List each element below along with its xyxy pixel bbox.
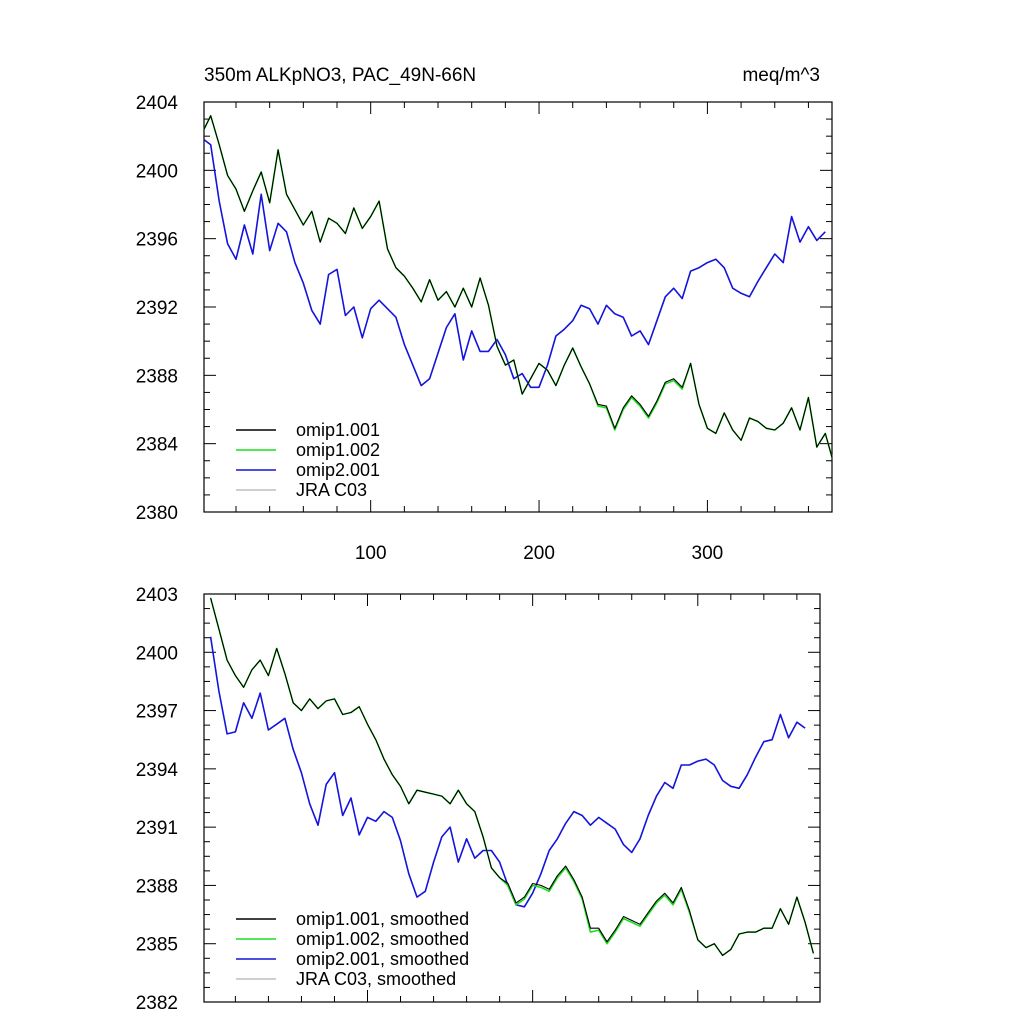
top-panel: 2380 2384 2388 2392 2396 2400 2404 100 200 300 omi… [136, 93, 833, 564]
bottom-legend-label: omip2.001, smoothed [296, 949, 469, 969]
top-ytick-label: 2392 [136, 298, 178, 319]
top-series-line-3 [203, 138, 826, 389]
top-ytick-label: 2388 [136, 366, 178, 387]
bottom-ytick-label: 2391 [136, 818, 178, 839]
chart-title-left: 350m ALKpNO3, PAC_49N-66N [204, 65, 476, 86]
top-xtick-label: 200 [523, 543, 555, 564]
bottom-ytick-label: 2403 [136, 585, 178, 606]
bottom-ytick-label: 2394 [136, 760, 179, 781]
top-legend-label: JRA C03 [296, 480, 367, 500]
top-ytick-label: 2396 [136, 230, 178, 251]
bottom-legend-label: omip1.002, smoothed [296, 929, 469, 949]
bottom-series-line-2 [209, 597, 815, 957]
bottom-ytick-label: 2382 [136, 993, 178, 1014]
top-ytick-label: 2380 [136, 503, 178, 524]
bottom-ytick-label: 2388 [136, 876, 178, 897]
bottom-panel: 2382 2385 2388 2391 2394 2397 2400 2403 omip1.00… [136, 585, 821, 1014]
bottom-legend-label: JRA C03, smoothed [296, 969, 456, 989]
top-ytick-label: 2404 [136, 93, 179, 114]
top-ytick-label: 2400 [136, 161, 178, 182]
bottom-legend-label: omip1.001, smoothed [296, 909, 469, 929]
bottom-series-line-3 [209, 636, 806, 908]
top-legend-label: omip1.001 [296, 420, 380, 440]
chart-title-units: meq/m^3 [742, 65, 820, 86]
bottom-series-line-1 [210, 597, 814, 956]
bottom-ytick-label: 2397 [136, 702, 178, 723]
top-legend-label: omip1.002 [296, 440, 380, 460]
top-series-line-1 [203, 115, 833, 458]
top-xtick-label: 300 [692, 543, 724, 564]
top-xtick-label: 100 [355, 543, 387, 564]
top-ytick-label: 2384 [136, 435, 179, 456]
top-series-line-2 [203, 114, 833, 458]
bottom-ytick-label: 2385 [136, 935, 178, 956]
top-legend-label: omip2.001 [296, 460, 380, 480]
bottom-ytick-label: 2400 [136, 643, 178, 664]
